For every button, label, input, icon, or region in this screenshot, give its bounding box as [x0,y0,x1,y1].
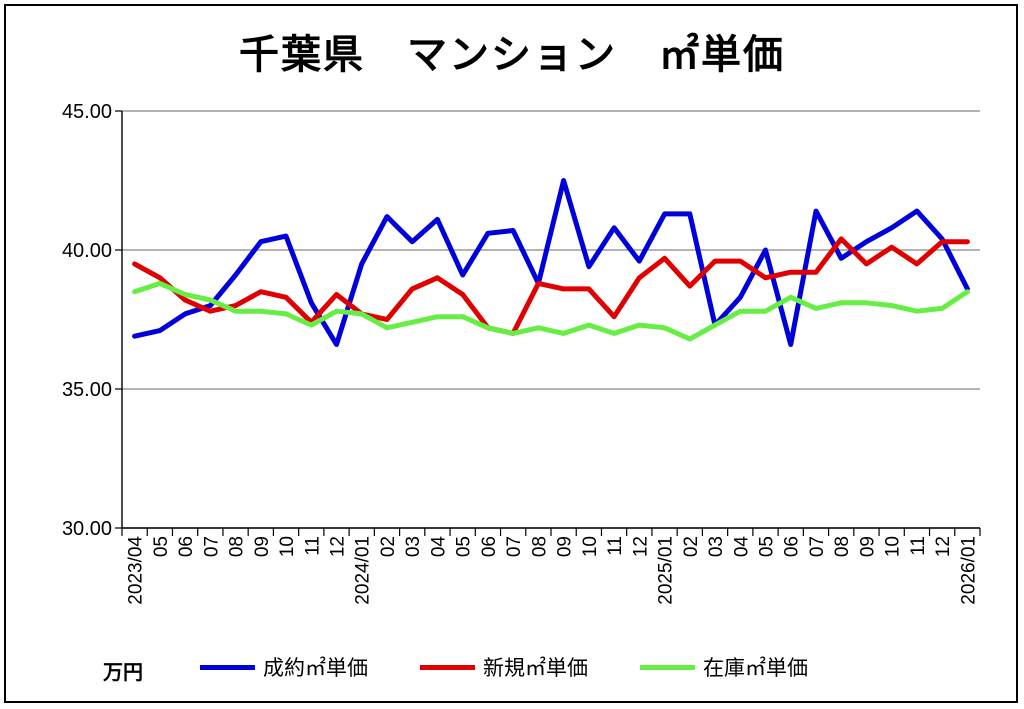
ytick-label-30: 30.00 [62,518,112,540]
legend-swatch-contract [200,664,255,670]
xtick-label-26: 06 [782,536,803,557]
xtick-label-30: 10 [883,536,904,557]
chart-title: 千葉県 マンション ㎡単価 [239,32,785,78]
xtick-label-1: 05 [151,536,172,557]
xtick-label-13: 05 [454,536,475,557]
xtick-label-21: 2025/01 [656,536,677,605]
xtick-label-27: 07 [807,536,828,557]
legend-swatch-new [420,664,475,670]
legend-swatch-stock [640,664,695,670]
xtick-label-2: 06 [176,536,197,557]
xtick-label-23: 03 [706,536,727,557]
xtick-label-11: 03 [403,536,424,557]
chart-frame [4,4,1018,703]
xtick-label-9: 2024/01 [353,536,374,605]
xtick-label-17: 09 [555,536,576,557]
xtick-label-7: 11 [302,536,323,556]
legend-item-contract: 成約㎡単価 [200,652,368,682]
ytick-label-35: 35.00 [62,379,112,401]
xtick-label-25: 05 [757,536,778,557]
xtick-label-12: 04 [428,536,449,558]
xtick-label-32: 12 [933,536,954,557]
legend-item-stock: 在庫㎡単価 [640,652,808,682]
ytick-label-45: 45.00 [62,101,112,123]
xtick-label-33: 2026/01 [958,536,979,605]
xtick-label-18: 10 [580,536,601,557]
xtick-label-20: 12 [630,536,651,557]
xtick-label-8: 12 [328,536,349,557]
unit-label: 万円 [103,660,143,684]
xtick-label-10: 02 [378,536,399,557]
xtick-label-29: 09 [857,536,878,557]
xtick-label-31: 11 [908,536,929,556]
legend-label-contract: 成約㎡単価 [263,656,368,680]
xtick-label-5: 09 [252,536,273,557]
xtick-label-19: 11 [605,536,626,556]
xtick-label-0: 2023/04 [126,536,147,605]
xtick-label-24: 04 [731,536,752,558]
xtick-label-28: 08 [832,536,853,557]
xtick-label-22: 02 [681,536,702,557]
series-line-new [132,236,970,336]
xtick-label-6: 10 [277,536,298,557]
legend-label-stock: 在庫㎡単価 [703,656,808,680]
series-line-contract [132,178,970,347]
xtick-label-4: 08 [227,536,248,557]
series-line-stock [132,280,970,342]
xtick-label-3: 07 [201,536,222,557]
ytick-label-40: 40.00 [62,240,112,262]
legend: 万円 成約㎡単価 新規㎡単価 在庫㎡単価 [0,648,1024,688]
xtick-label-15: 07 [504,536,525,557]
xtick-label-14: 06 [479,536,500,557]
legend-label-new: 新規㎡単価 [483,656,588,680]
xtick-label-16: 08 [529,536,550,557]
legend-item-new: 新規㎡単価 [420,652,588,682]
